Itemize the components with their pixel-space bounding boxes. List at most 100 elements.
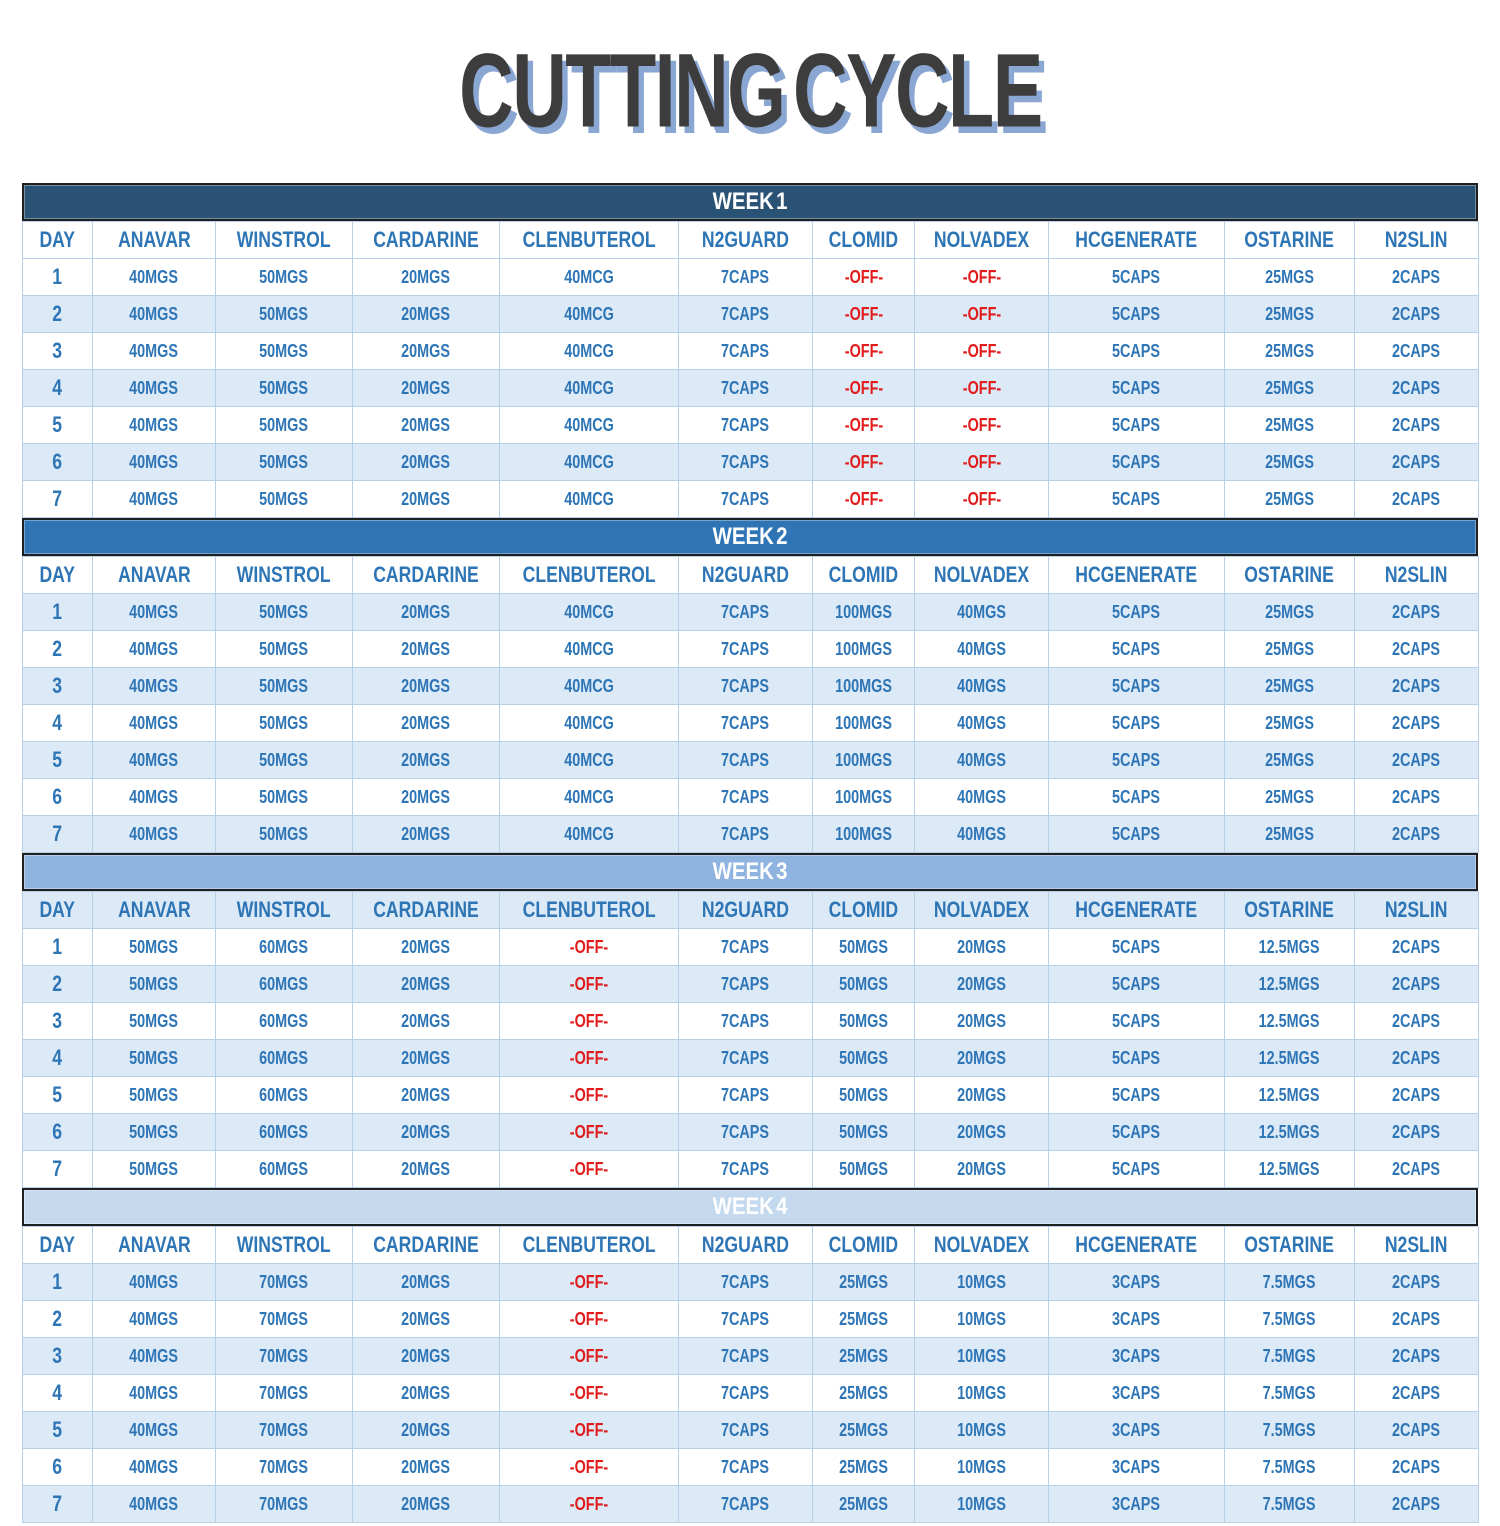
column-header: CLOMID [812,1226,915,1264]
dose-value: -OFF- [962,451,1001,472]
dose-cell: 20MGS [352,1300,500,1338]
dose-cell: 40MGS [92,1374,216,1412]
dose-cell: 2CAPS [1354,1150,1479,1188]
dose-value: -OFF- [962,303,1001,324]
dose-cell: 2CAPS [1354,928,1479,966]
off-cell: -OFF- [499,1337,679,1375]
column-header-label: N2GUARD [701,897,790,922]
dose-cell: 20MGS [914,1113,1049,1151]
week-label: WEEK 1 [712,188,788,215]
column-header: DAY [22,891,93,929]
dose-cell: 60MGS [215,965,353,1003]
off-cell: -OFF- [499,1002,679,1040]
table-row: 5 40MGS 50MGS 20MGS 40MCG 7CAPS -OFF- -OFF- 5CAP… [22,406,1479,444]
column-header: OSTARINE [1224,891,1355,929]
dose-value: 25MGS [839,1271,888,1292]
dose-value: 7.5MGS [1263,1382,1316,1403]
dose-cell: 5CAPS [1048,443,1225,481]
dose-value: 25MGS [1265,638,1314,659]
dose-value: 100MGS [835,749,892,770]
day-number-cell: 1 [22,593,93,631]
dose-value: 2CAPS [1392,377,1441,398]
dose-cell: 5CAPS [1048,1002,1225,1040]
off-cell: -OFF- [499,1411,679,1449]
dose-cell: 100MGS [812,815,915,853]
column-header: CLOMID [812,891,915,929]
dose-value: 60MGS [259,973,309,994]
dose-value: 70MGS [259,1382,309,1403]
dose-value: 7CAPS [721,712,770,733]
dose-cell: 40MCG [499,480,679,518]
week-table: DAY ANAVAR WINSTROL CARDARINE CLENBUTEROL N2G… [22,556,1479,853]
dose-cell: 40MGS [92,1448,216,1486]
column-header: DAY [22,1226,93,1264]
dose-value: 7CAPS [721,1158,770,1179]
dose-cell: 7CAPS [678,1411,813,1449]
dose-value: 20MGS [401,1419,451,1440]
day-number: 4 [52,1045,63,1070]
dose-value: 20MGS [401,1084,451,1105]
dose-cell: 25MGS [1224,295,1355,333]
dose-value: 5CAPS [1112,303,1161,324]
dose-value: 2CAPS [1392,1493,1441,1514]
dose-cell: 40MGS [92,778,216,816]
dose-cell: 5CAPS [1048,815,1225,853]
dose-value: 2CAPS [1392,1047,1441,1068]
dose-value: 40MCG [564,414,614,435]
dose-cell: 40MCG [499,815,679,853]
column-header-label: HCGENERATE [1075,897,1198,922]
dose-value: 5CAPS [1112,414,1161,435]
dose-value: 70MGS [259,1419,309,1440]
dose-cell: 7CAPS [678,965,813,1003]
dose-cell: 25MGS [812,1374,915,1412]
dose-cell: 25MGS [1224,815,1355,853]
column-header-label: CLENBUTEROL [522,227,656,252]
dose-value: 40MGS [957,786,1006,807]
dose-value: 50MGS [129,936,179,957]
table-row: 4 40MGS 50MGS 20MGS 40MCG 7CAPS -OFF- -OFF- 5CAP… [22,369,1479,407]
column-header-row: DAY ANAVAR WINSTROL CARDARINE CLENBUTEROL N2G… [22,891,1479,929]
dose-value: 40MGS [957,823,1006,844]
off-cell: -OFF- [914,480,1049,518]
dose-cell: 20MGS [914,928,1049,966]
day-number-cell: 3 [22,667,93,705]
dose-cell: 10MGS [914,1485,1049,1523]
dose-value: 40MCG [564,786,614,807]
column-header-label: HCGENERATE [1075,562,1198,587]
off-cell: -OFF- [914,369,1049,407]
dose-value: 5CAPS [1112,1084,1161,1105]
dose-value: 20MGS [401,823,451,844]
column-header-label: ANAVAR [117,1232,191,1257]
dose-cell: 50MGS [812,1002,915,1040]
dose-value: 20MGS [401,488,451,509]
dose-cell: 60MGS [215,1039,353,1077]
week-table-body: 1 40MGS 50MGS 20MGS 40MCG 7CAPS 100MGS 40MGS 5CA… [22,593,1479,853]
dose-value: 7CAPS [721,1382,770,1403]
table-row: 5 40MGS 50MGS 20MGS 40MCG 7CAPS 100MGS 40MGS 5CA… [22,741,1479,779]
dose-cell: 40MCG [499,443,679,481]
day-number: 6 [52,1119,63,1144]
dose-cell: 25MGS [1224,741,1355,779]
dose-value: 40MCG [564,488,614,509]
off-cell: -OFF- [499,1300,679,1338]
dose-cell: 2CAPS [1354,1263,1479,1301]
dose-value: 50MGS [839,973,888,994]
dose-cell: 12.5MGS [1224,1039,1355,1077]
table-row: 2 40MGS 50MGS 20MGS 40MCG 7CAPS -OFF- -OFF- 5CAP… [22,295,1479,333]
column-header: CARDARINE [352,221,500,259]
dose-value: 25MGS [1265,377,1314,398]
dose-value: 20MGS [401,1271,451,1292]
dose-value: 50MGS [259,377,309,398]
dose-value: 20MGS [957,1121,1006,1142]
dose-value: 5CAPS [1112,712,1161,733]
dose-cell: 100MGS [812,704,915,742]
dose-cell: 25MGS [1224,667,1355,705]
column-header: N2GUARD [678,556,813,594]
dose-value: 5CAPS [1112,1158,1161,1179]
dose-cell: 7CAPS [678,928,813,966]
dose-cell: 5CAPS [1048,1039,1225,1077]
dose-value: -OFF- [569,1382,609,1403]
column-header: DAY [22,556,93,594]
dose-cell: 50MGS [215,332,353,370]
dose-value: 70MGS [259,1271,309,1292]
